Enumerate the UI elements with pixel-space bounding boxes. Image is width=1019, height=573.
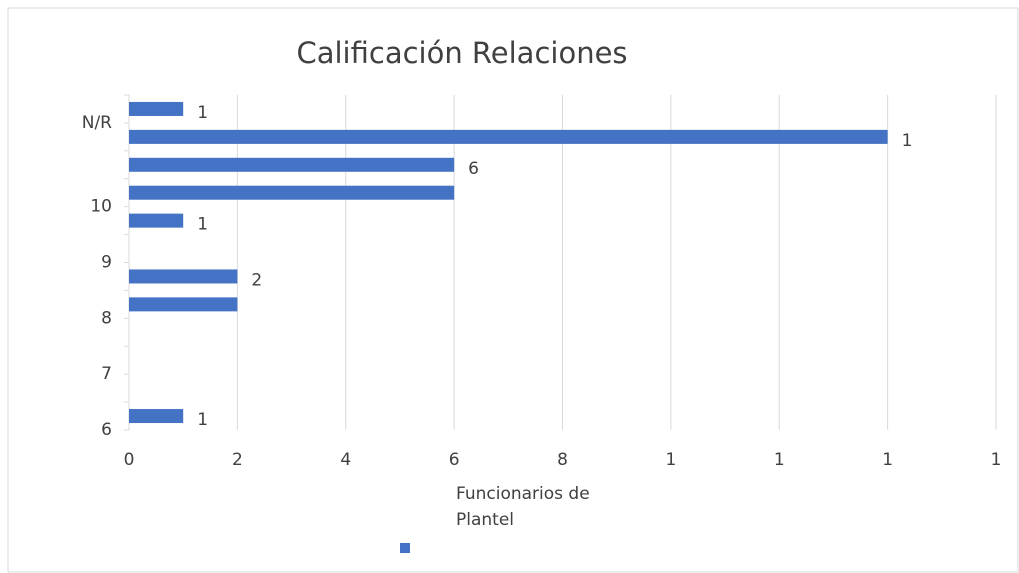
y-tick-label: 9 (101, 253, 112, 273)
bar (129, 213, 184, 228)
x-axis-label: Funcionarios de Plantel (456, 484, 590, 530)
data-label: 1 (197, 215, 208, 235)
bar (129, 129, 888, 144)
bar (129, 297, 238, 312)
x-axis-label-line: Funcionarios de (456, 484, 590, 504)
y-tick-label: 10 (90, 197, 112, 217)
x-tick-label: 1 (774, 450, 785, 470)
x-tick-label: 8 (557, 450, 568, 470)
bar (129, 101, 184, 116)
x-tick-label: 1 (665, 450, 676, 470)
chart-title: Calificación Relaciones (296, 36, 627, 70)
data-label: 1 (197, 410, 208, 430)
data-label: 2 (251, 270, 262, 290)
bar (129, 185, 455, 200)
y-tick-label: 6 (101, 420, 112, 440)
y-tick-label: 7 (101, 364, 112, 384)
x-tick-label: 1 (882, 450, 893, 470)
bar (129, 157, 455, 172)
bar (129, 409, 184, 424)
data-label: 1 (197, 103, 208, 123)
bar (129, 269, 238, 284)
x-tick-label: 6 (449, 450, 460, 470)
x-axis-label-line: Plantel (456, 510, 514, 530)
x-tick-label: 0 (124, 450, 135, 470)
x-tick-label: 2 (232, 450, 243, 470)
legend-swatch (400, 543, 410, 553)
x-tick-label: 4 (340, 450, 351, 470)
data-label: 6 (468, 159, 479, 179)
data-label: 1 (902, 131, 913, 151)
x-tick-label: 1 (991, 450, 1002, 470)
y-tick-label: N/R (82, 113, 112, 133)
y-tick-label: 8 (101, 308, 112, 328)
